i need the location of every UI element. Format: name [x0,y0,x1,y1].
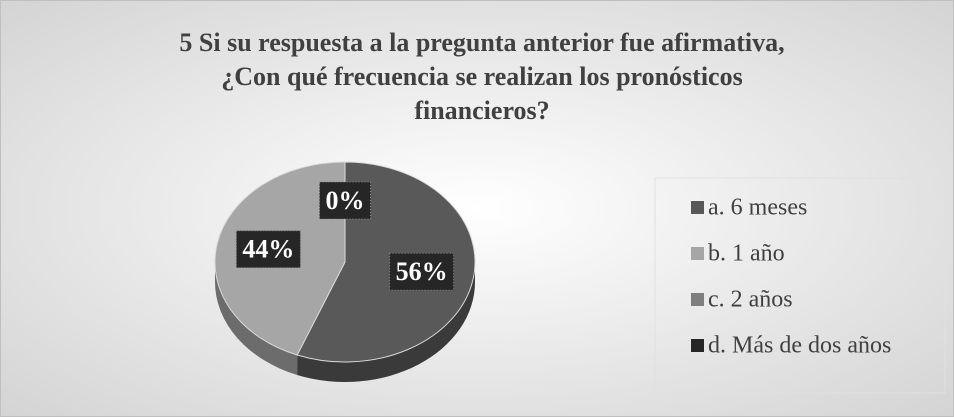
data-label: 56% [396,257,448,286]
slice-side [297,262,475,382]
legend-swatch [691,247,704,260]
legend-swatch [691,293,704,306]
legend-label: a. 6 meses [708,195,807,221]
legend-swatch [691,339,704,352]
chart-title: 5 Si su respuesta a la pregunta anterior… [179,28,784,57]
data-label-box [389,252,455,291]
legend-box [654,177,946,394]
data-label: 44% [242,235,294,264]
data-label-box [235,230,301,269]
legend-label: d. Más de dos años [708,333,891,359]
chart-title: ¿Con qué frecuencia se realizan los pron… [221,62,742,91]
data-label-box [319,181,371,220]
legend-swatch [691,201,704,214]
slice-side [215,262,298,375]
pie-slice [296,161,476,363]
legend-label: b. 1 año [708,241,785,267]
data-label: 0% [326,186,365,215]
chart-title: financieros? [414,96,549,125]
legend-label: c. 2 años [708,287,793,313]
